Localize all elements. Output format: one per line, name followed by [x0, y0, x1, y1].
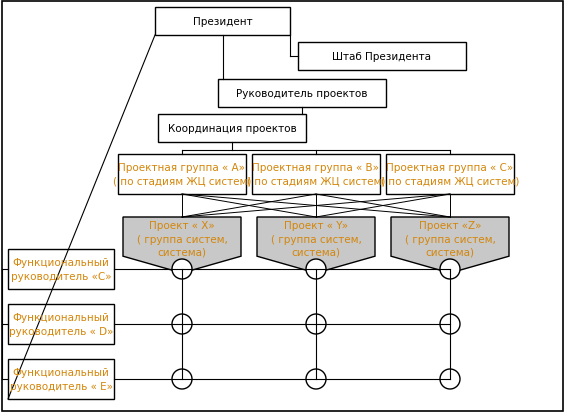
Circle shape: [172, 259, 192, 279]
Text: Проект « Х»
( группа систем,
система): Проект « Х» ( группа систем, система): [137, 221, 228, 257]
Polygon shape: [391, 218, 509, 273]
Text: Проект «Z»
( группа систем,
система): Проект «Z» ( группа систем, система): [405, 221, 496, 257]
Text: Функциональный
руководитель « Е»: Функциональный руководитель « Е»: [10, 368, 112, 391]
Bar: [118, 154, 246, 195]
Circle shape: [440, 314, 460, 334]
Bar: [155, 8, 290, 36]
Text: Проектная группа « С»
( по стадиям ЖЦ систем): Проектная группа « С» ( по стадиям ЖЦ си…: [381, 163, 519, 186]
Bar: [8, 304, 114, 344]
Text: Координация проектов: Координация проектов: [168, 124, 297, 134]
Polygon shape: [257, 218, 375, 273]
Text: Функциональный
руководитель «С»: Функциональный руководитель «С»: [11, 258, 111, 281]
Circle shape: [306, 369, 326, 389]
Bar: [386, 154, 514, 195]
Text: Проект « Y»
( группа систем,
система): Проект « Y» ( группа систем, система): [271, 221, 362, 257]
Text: Функциональный
руководитель « D»: Функциональный руководитель « D»: [9, 313, 113, 336]
Text: Штаб Президента: Штаб Президента: [332, 52, 432, 62]
Bar: [298, 43, 466, 71]
Circle shape: [440, 369, 460, 389]
Text: Проектная группа « В»
( по стадиям ЖЦ систем): Проектная группа « В» ( по стадиям ЖЦ си…: [247, 163, 385, 186]
Bar: [8, 249, 114, 289]
Bar: [252, 154, 380, 195]
Circle shape: [172, 369, 192, 389]
Bar: [158, 115, 306, 142]
Text: Проектная группа « А»
( по стадиям ЖЦ систем): Проектная группа « А» ( по стадиям ЖЦ си…: [113, 163, 251, 186]
Circle shape: [306, 259, 326, 279]
Polygon shape: [123, 218, 241, 273]
Circle shape: [306, 314, 326, 334]
Circle shape: [440, 259, 460, 279]
Text: Руководитель проектов: Руководитель проектов: [236, 89, 368, 99]
Text: Президент: Президент: [193, 17, 253, 27]
Bar: [8, 359, 114, 399]
Bar: [218, 80, 386, 108]
Circle shape: [172, 314, 192, 334]
